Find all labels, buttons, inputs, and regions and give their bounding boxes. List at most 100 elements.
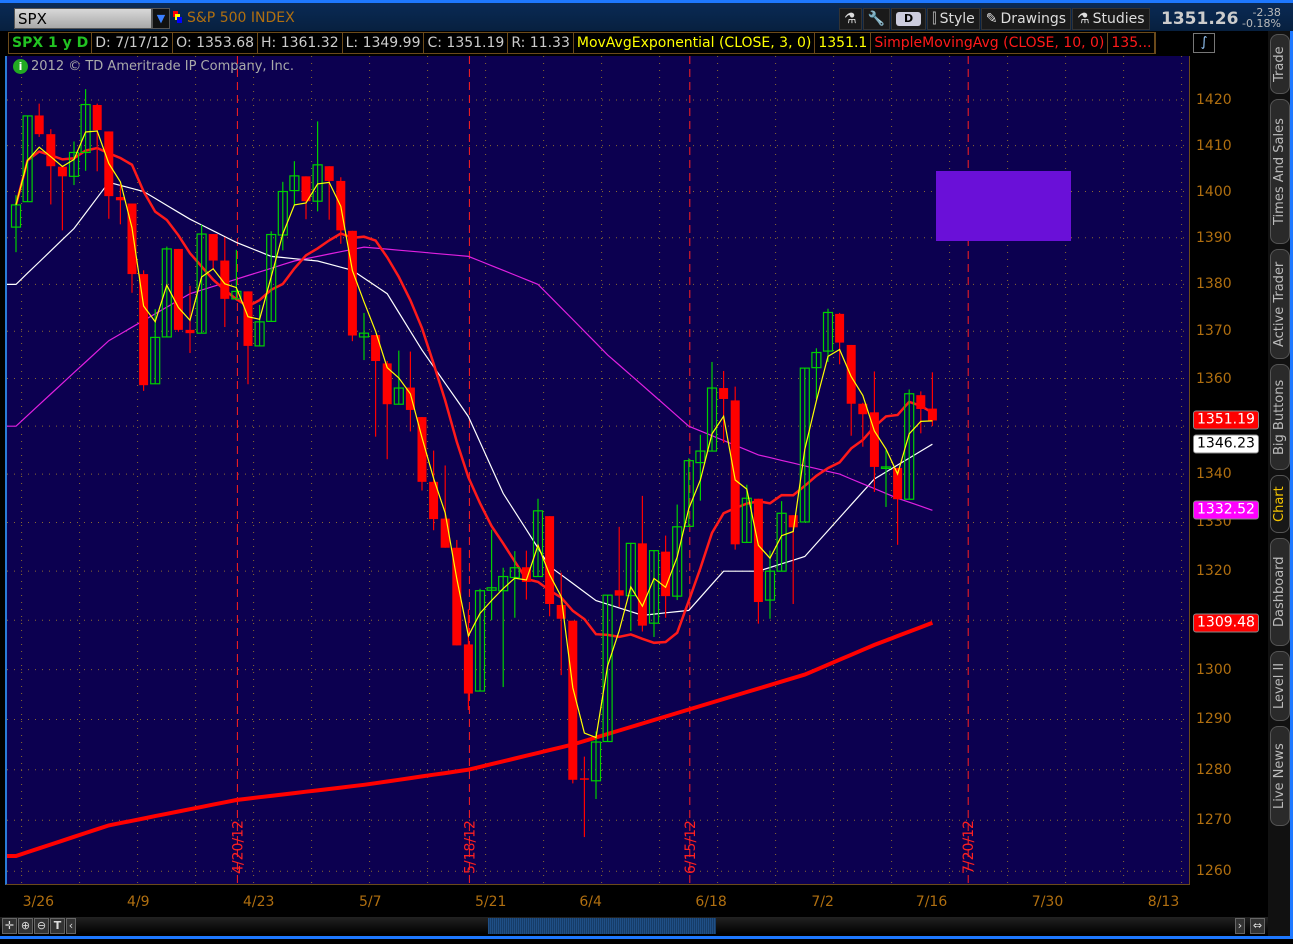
text-tool-button[interactable]: T xyxy=(50,918,65,934)
expiration-label: 7/20/12 xyxy=(961,820,977,874)
price-tick-label: 1260 xyxy=(1196,863,1232,880)
chart-title[interactable]: SPX 1 y D xyxy=(9,33,93,53)
scrollbar-thumb[interactable] xyxy=(488,918,716,934)
candle-body xyxy=(695,450,706,464)
window-border xyxy=(0,936,1293,939)
candle-body xyxy=(858,403,868,415)
side-tab-active-trader[interactable]: Active Trader xyxy=(1270,249,1290,359)
candle-body xyxy=(661,551,671,597)
bar-close: C: 1351.19 xyxy=(424,33,509,53)
candle-body xyxy=(196,233,207,334)
side-tab-big-buttons[interactable]: Big Buttons xyxy=(1270,364,1290,470)
candle-body xyxy=(602,594,613,743)
chart-header: SPX 1 y D D: 7/17/12 O: 1353.68 H: 1361.… xyxy=(8,32,1157,54)
drawings-button[interactable]: ✎ Drawings xyxy=(980,8,1072,30)
price-tick-label: 1320 xyxy=(1196,563,1232,580)
candle-body xyxy=(545,516,555,604)
side-tab-chart[interactable]: Chart xyxy=(1270,475,1290,533)
drawing-rectangle[interactable] xyxy=(936,171,1071,241)
price-tag: 1309.48 xyxy=(1193,613,1259,633)
price-tick-label: 1340 xyxy=(1196,466,1232,483)
info-icon[interactable]: i xyxy=(13,59,28,74)
wrench-icon: 🔧 xyxy=(867,11,885,27)
candle-body xyxy=(208,234,218,261)
candle-body xyxy=(916,395,926,409)
toolbar: SPX ▼ S&P 500 INDEX ⚗ 🔧 D ⫿ Style ✎ Drawin… xyxy=(0,0,1293,31)
candle-body xyxy=(243,291,253,346)
symbol-input[interactable]: SPX xyxy=(14,8,152,29)
flask-icon: ⚗ xyxy=(844,11,857,27)
price-tag: 1351.19 xyxy=(1193,410,1259,430)
candle-body xyxy=(532,510,544,578)
bar-range: R: 11.33 xyxy=(508,33,574,53)
side-tab-level-ii[interactable]: Level II xyxy=(1270,651,1290,721)
link-icon[interactable] xyxy=(173,11,182,23)
curve-icon: ∫ xyxy=(1200,35,1208,50)
candle-body xyxy=(463,644,473,694)
zoom-out-button[interactable]: ⊖ xyxy=(34,918,49,934)
price-axis[interactable]: 1260 1270 1280 1290 1300 1320 1330 1340 1360 1370… xyxy=(1190,56,1268,885)
percent-change: -0.18% xyxy=(1242,17,1281,30)
period-button[interactable]: D xyxy=(891,8,927,30)
time-axis[interactable]: 3/26 4/9 4/23 5/7 5/21 6/4 6/18 7/2 7/16 7/30 8/13 xyxy=(5,888,1190,916)
symbol-dropdown-button[interactable]: ▼ xyxy=(152,8,170,29)
candle-body xyxy=(115,197,125,201)
settings-button[interactable]: 🔧 xyxy=(862,8,890,30)
price-chart[interactable]: 4/20/12 5/18/12 6/15/12 7/20/12 i 2012 © TD … xyxy=(5,56,1190,885)
price-tick-label: 1380 xyxy=(1196,276,1232,293)
date-tick-label: 5/21 xyxy=(475,894,507,910)
expiration-label: 5/18/12 xyxy=(462,820,478,874)
date-tick-label: 5/7 xyxy=(359,894,382,910)
period-label: D xyxy=(896,12,922,26)
expand-button[interactable]: ⇔ xyxy=(1250,918,1265,934)
style-label: Style xyxy=(939,11,975,27)
side-tab-live-news[interactable]: Live News xyxy=(1270,726,1290,826)
study-ema-value: 1351.1 xyxy=(815,33,872,53)
scroll-right-button[interactable]: › xyxy=(1235,918,1245,934)
candle-body xyxy=(301,176,311,202)
candle-body xyxy=(417,417,427,482)
sma10-line xyxy=(14,146,934,645)
change: -2.38 -0.18% xyxy=(1242,7,1281,29)
side-tab-times-and-sales[interactable]: Times And Sales xyxy=(1270,99,1290,244)
candle-body xyxy=(869,412,879,467)
scroll-left-button[interactable]: ‹ xyxy=(66,918,76,934)
zoom-in-button[interactable]: ⊕ xyxy=(18,918,33,934)
time-scrollbar[interactable]: ✛ ⊕ ⊖ T ‹ › ⇔ xyxy=(0,917,1270,934)
candle-body xyxy=(753,498,763,603)
net-change: -2.38 xyxy=(1252,6,1281,19)
studies-label: Studies xyxy=(1092,11,1145,27)
candle-body xyxy=(68,151,80,177)
candle-body xyxy=(788,515,798,528)
candle-body xyxy=(521,567,531,582)
price-tick-label: 1410 xyxy=(1196,137,1232,154)
chart-style-button[interactable]: ∫ xyxy=(1193,33,1215,53)
candle-body xyxy=(382,363,392,405)
candle-body xyxy=(893,467,903,500)
study-sma-label[interactable]: SimpleMovingAvg (CLOSE, 10, 0) xyxy=(871,33,1109,53)
pencil-icon: ✎ xyxy=(985,11,998,27)
price-tag: 1346.23 xyxy=(1193,434,1259,454)
price-tick-label: 1360 xyxy=(1196,370,1232,387)
candle-body xyxy=(150,336,161,385)
expiration-label: 6/15/12 xyxy=(683,820,699,874)
candle-body xyxy=(474,590,486,692)
price-tick-label: 1420 xyxy=(1196,92,1232,108)
style-button[interactable]: ⫿ Style xyxy=(927,8,980,30)
candle-body xyxy=(46,134,56,167)
candle-body xyxy=(289,175,300,192)
studies-button[interactable]: ⚗ Studies xyxy=(1072,8,1150,30)
candle-body xyxy=(846,344,856,404)
candle-body xyxy=(927,408,937,421)
flask-icon: ⚗ xyxy=(1077,11,1090,27)
price-tag: 1332.52 xyxy=(1193,500,1259,520)
studies-quick-button[interactable]: ⚗ xyxy=(839,8,862,30)
side-tab-dashboard[interactable]: Dashboard xyxy=(1270,538,1290,646)
candle-body xyxy=(776,512,787,572)
candle-body xyxy=(590,741,602,782)
study-ema-label[interactable]: MovAvgExponential (CLOSE, 3, 0) xyxy=(574,33,816,53)
side-tab-trade[interactable]: Trade xyxy=(1270,34,1290,94)
price-tick-label: 1390 xyxy=(1196,229,1232,246)
pan-button[interactable]: ✛ xyxy=(2,918,17,934)
candle-body xyxy=(764,570,776,601)
